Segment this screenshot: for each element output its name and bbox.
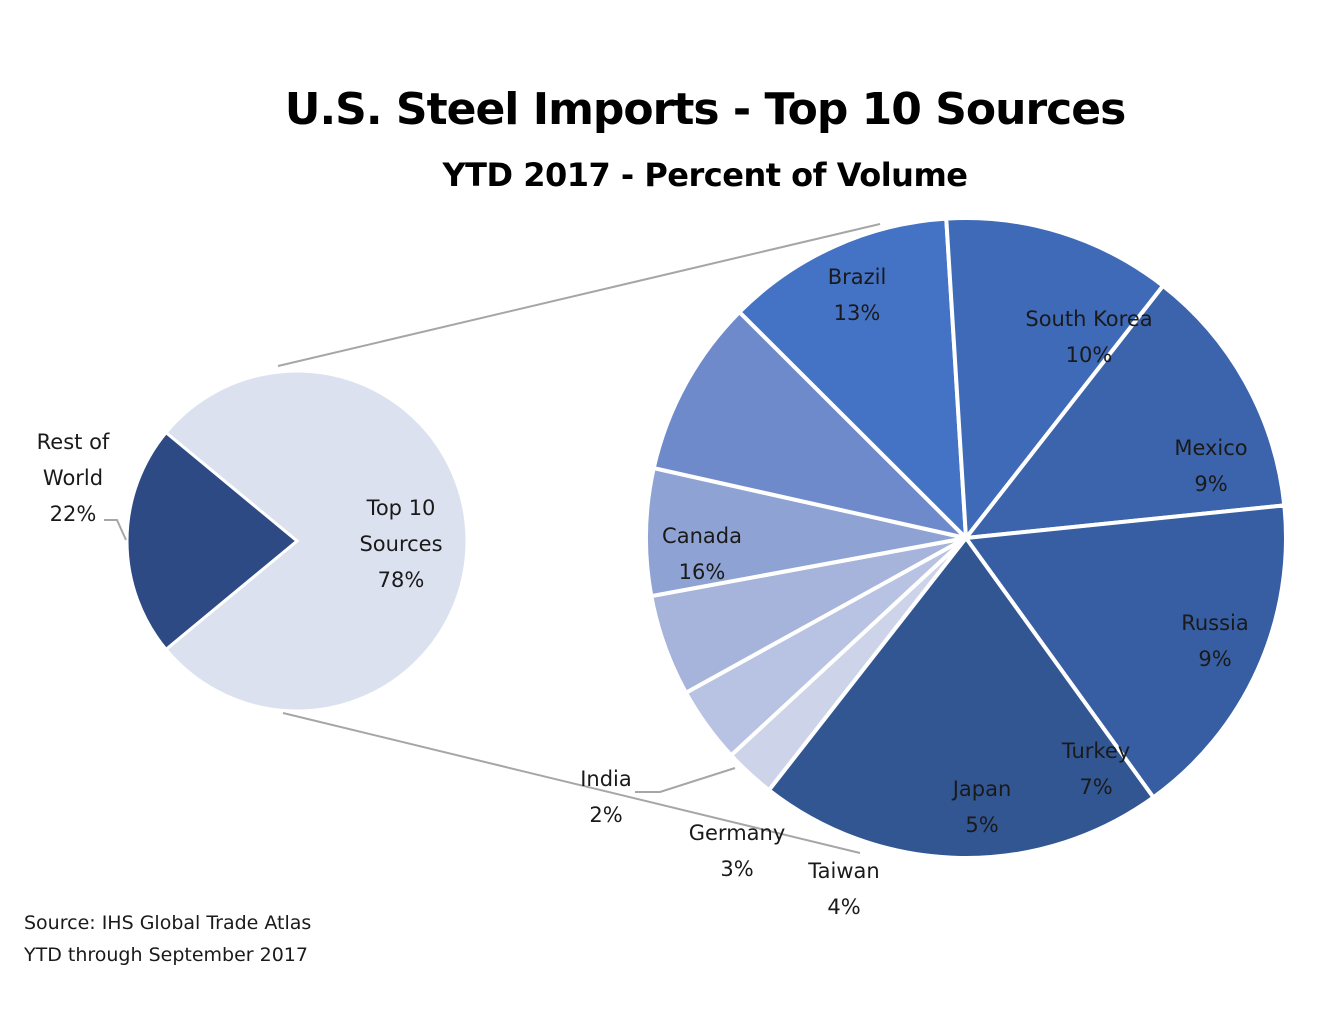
data-label-russia: Russia 9% [1181, 611, 1249, 671]
data-label-rest-of-world: Rest of World 22% [37, 430, 110, 526]
data-labels: Rest of World 22% Top 10 Sources 78% India 2% Ge… [37, 265, 1249, 919]
data-label-japan: Japan 5% [951, 777, 1012, 837]
leader-line-rest-of-world [104, 519, 127, 541]
connector-line-top [277, 223, 881, 367]
primary-pie [125, 369, 469, 713]
data-label-germany: Germany 3% [689, 821, 786, 881]
chart-subtitle: YTD 2017 - Percent of Volume [442, 156, 969, 194]
data-label-india: India 2% [580, 767, 632, 827]
data-label-canada: Canada 16% [662, 524, 742, 584]
period-note: YTD through September 2017 [24, 944, 308, 966]
data-label-turkey: Turkey 7% [1061, 739, 1130, 799]
data-label-south-korea: South Korea 10% [1025, 307, 1152, 367]
connector-lines [277, 223, 881, 854]
slice-turkey [651, 309, 973, 542]
leader-line-india [635, 767, 736, 793]
slice-canada [766, 534, 1157, 860]
slice-south-korea [961, 283, 1287, 541]
data-label-top-10-sources: Top 10 Sources 78% [359, 496, 442, 592]
source-note: Source: IHS Global Trade Atlas [24, 912, 312, 934]
data-label-brazil: Brazil 13% [828, 265, 887, 325]
data-label-mexico: Mexico 9% [1174, 436, 1247, 496]
slice-russia [736, 216, 969, 544]
slice-top-10-sources [163, 369, 469, 713]
slice-rest-of-world [125, 430, 300, 652]
chart-title: U.S. Steel Imports - Top 10 Sources [284, 84, 1127, 135]
data-label-taiwan: Taiwan 4% [807, 859, 879, 919]
slice-mexico [944, 216, 1166, 544]
connector-line-bottom [282, 712, 861, 854]
slice-japan [644, 465, 967, 599]
secondary-pie [644, 216, 1288, 860]
slice-brazil [962, 503, 1288, 801]
